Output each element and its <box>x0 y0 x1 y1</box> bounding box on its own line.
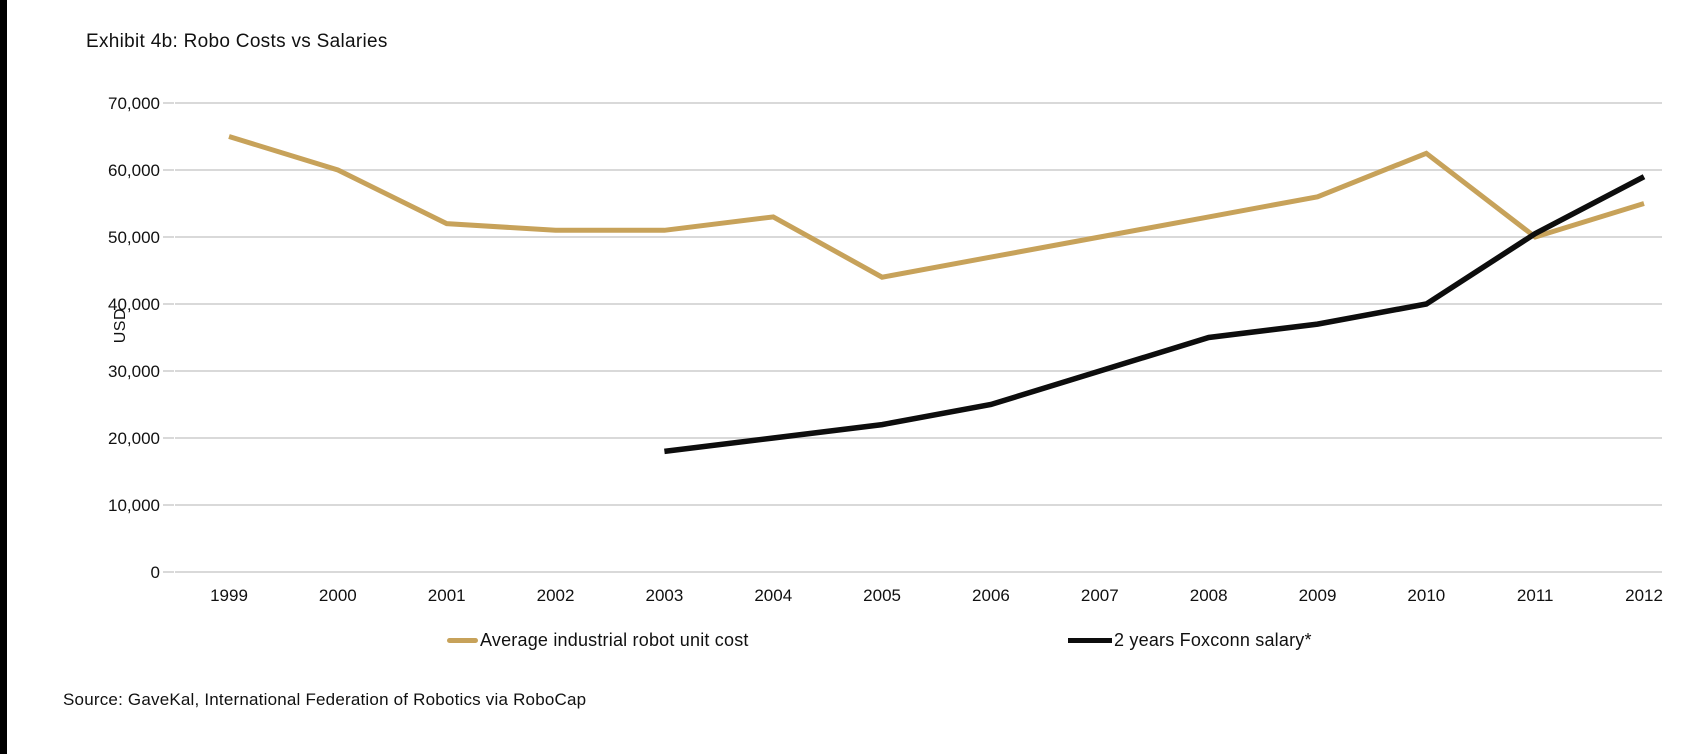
svg-text:50,000: 50,000 <box>108 228 160 247</box>
svg-text:2012: 2012 <box>1625 586 1663 605</box>
source-note: Source: GaveKal, International Federatio… <box>63 690 587 709</box>
svg-text:1999: 1999 <box>210 586 248 605</box>
svg-text:2009: 2009 <box>1299 586 1337 605</box>
y-axis-label: USD <box>112 308 129 344</box>
legend-swatch-foxconn-salary <box>1068 637 1112 643</box>
svg-text:2007: 2007 <box>1081 586 1119 605</box>
svg-text:2001: 2001 <box>428 586 466 605</box>
svg-text:2002: 2002 <box>537 586 575 605</box>
svg-text:40,000: 40,000 <box>108 295 160 314</box>
svg-text:2004: 2004 <box>754 586 792 605</box>
svg-text:10,000: 10,000 <box>108 496 160 515</box>
svg-text:20,000: 20,000 <box>108 429 160 448</box>
svg-text:2006: 2006 <box>972 586 1010 605</box>
legend-item-foxconn-salary: 2 years Foxconn salary* <box>1068 626 1312 654</box>
svg-text:30,000: 30,000 <box>108 362 160 381</box>
svg-text:2005: 2005 <box>863 586 901 605</box>
legend-swatch-robot-cost <box>447 637 478 643</box>
svg-text:2008: 2008 <box>1190 586 1228 605</box>
svg-text:2000: 2000 <box>319 586 357 605</box>
chart-title: Exhibit 4b: Robo Costs vs Salaries <box>86 31 388 52</box>
legend-label-foxconn-salary: 2 years Foxconn salary* <box>1114 629 1312 650</box>
svg-text:70,000: 70,000 <box>108 94 160 113</box>
svg-text:0: 0 <box>151 563 160 582</box>
legend-label-robot-cost: Average industrial robot unit cost <box>480 629 749 650</box>
svg-text:60,000: 60,000 <box>108 161 160 180</box>
svg-text:2003: 2003 <box>645 586 683 605</box>
chart-legend: Average industrial robot unit cost 2 yea… <box>0 626 1701 654</box>
svg-text:2010: 2010 <box>1407 586 1445 605</box>
left-edge-bar <box>0 0 7 754</box>
legend-item-robot-cost: Average industrial robot unit cost <box>447 626 749 654</box>
svg-text:2011: 2011 <box>1517 586 1554 605</box>
